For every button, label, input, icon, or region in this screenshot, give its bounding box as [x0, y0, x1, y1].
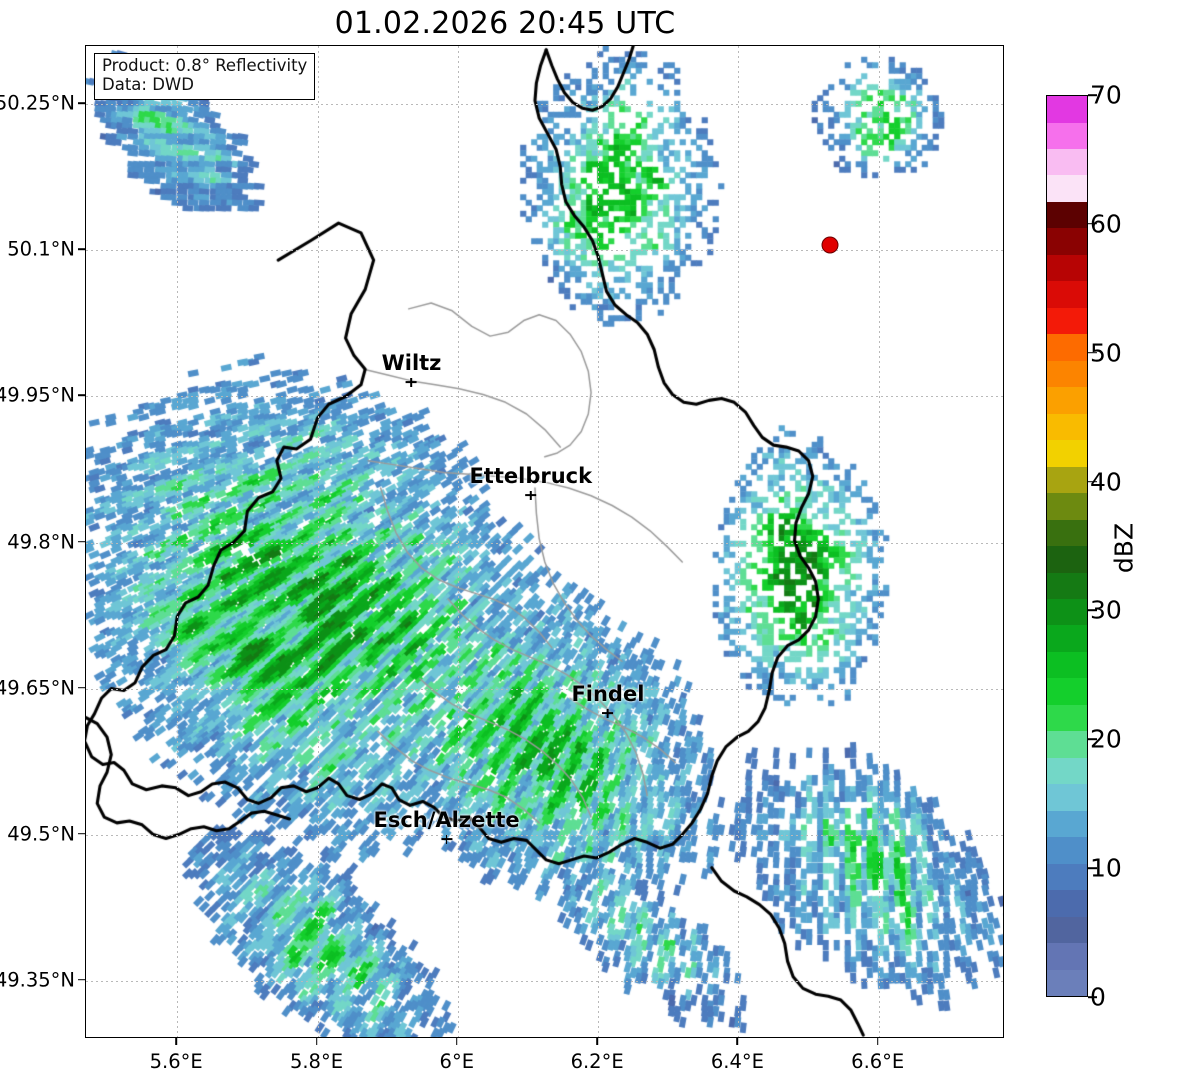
colorbar-band	[1047, 149, 1087, 176]
colorbar-band	[1047, 96, 1087, 123]
colorbar-band	[1047, 493, 1087, 520]
y-tick-mark	[78, 686, 85, 689]
colorbar-band	[1047, 175, 1087, 202]
colorbar-tick-mark	[1088, 223, 1097, 225]
colorbar-band	[1047, 784, 1087, 811]
y-tick-mark	[78, 394, 85, 397]
radar-map-canvas-area: Wiltz Ettelbruck Findel Esch/Alzette	[86, 46, 1003, 1037]
colorbar-band	[1047, 943, 1087, 970]
colorbar-band	[1047, 440, 1087, 467]
y-tick-mark	[78, 978, 85, 981]
colorbar-band	[1047, 651, 1087, 679]
colorbar-tick-mark	[1088, 94, 1097, 96]
y-tick-label: 49.95°N	[0, 383, 75, 407]
colorbar-tick-mark	[1088, 480, 1097, 483]
colorbar-band	[1047, 546, 1087, 573]
gridline-vertical	[457, 46, 459, 1037]
colorbar-tick-mark	[1088, 609, 1097, 612]
gridline-vertical	[317, 46, 319, 1037]
map-borders-layer	[86, 46, 1003, 1037]
y-tick-mark	[78, 832, 85, 835]
product-line: Product: 0.8° Reflectivity	[102, 56, 308, 75]
gridline-horizontal	[86, 250, 1003, 252]
data-source-line: Data: DWD	[102, 74, 194, 94]
y-tick-label: 49.5°N	[7, 822, 75, 846]
colorbar-tick-mark	[1088, 351, 1097, 354]
x-tick-mark	[315, 1038, 318, 1045]
colorbar-band	[1047, 678, 1087, 705]
gridline-horizontal	[86, 396, 1003, 398]
colorbar-band	[1047, 307, 1087, 335]
x-tick-label: 6.2°E	[570, 1050, 624, 1073]
gridline-horizontal	[86, 980, 1003, 982]
colorbar-band	[1047, 890, 1087, 917]
x-tick-label: 6°E	[439, 1050, 475, 1073]
y-tick-mark	[78, 540, 85, 543]
gridline-vertical	[598, 46, 600, 1037]
colorbar-band	[1047, 810, 1087, 838]
colorbar-band	[1047, 228, 1087, 255]
colorbar-tick-mark	[1088, 996, 1097, 998]
x-tick-label: 6.6°E	[851, 1050, 905, 1073]
colorbar-band	[1047, 837, 1087, 864]
gridline-horizontal	[86, 542, 1003, 544]
x-tick-mark	[736, 1038, 739, 1045]
page-title: 01.02.2026 20:45 UTC	[334, 6, 676, 41]
y-tick-mark	[78, 102, 85, 105]
gridline-horizontal	[86, 688, 1003, 690]
x-tick-label: 5.6°E	[149, 1050, 203, 1073]
colorbar: 0 10 20 30 40 50 60 70	[1046, 81, 1122, 1012]
product-info-box: Product: 0.8° Reflectivity Data: DWD	[94, 53, 316, 100]
colorbar-gradient	[1046, 95, 1088, 997]
colorbar-band	[1047, 731, 1087, 758]
y-tick-label: 50.25°N	[0, 91, 75, 115]
x-tick-label: 6.4°E	[710, 1050, 764, 1073]
radar-map-plot[interactable]: Wiltz Ettelbruck Findel Esch/Alzette Produc…	[85, 45, 1004, 1038]
y-tick-label: 49.8°N	[7, 530, 75, 553]
colorbar-band	[1047, 519, 1087, 547]
colorbar-band	[1047, 757, 1087, 785]
y-tick-label: 49.65°N	[0, 676, 75, 700]
x-tick-label: 5.8°E	[289, 1050, 344, 1073]
gridline-horizontal	[86, 834, 1003, 836]
colorbar-band	[1047, 598, 1087, 626]
y-tick-label: 50.1°N	[7, 237, 75, 261]
colorbar-band	[1047, 387, 1087, 414]
colorbar-band	[1047, 334, 1087, 361]
colorbar-band	[1047, 863, 1087, 891]
colorbar-band	[1047, 201, 1087, 229]
y-tick-mark	[78, 248, 85, 251]
x-tick-mark	[596, 1038, 598, 1045]
x-tick-mark	[175, 1038, 177, 1045]
gridline-vertical	[738, 46, 740, 1037]
x-tick-mark	[456, 1038, 458, 1045]
colorbar-label: dBZ	[1109, 522, 1139, 574]
gridline-vertical	[177, 46, 179, 1037]
gridline-horizontal	[86, 104, 1003, 106]
gridline-vertical	[878, 46, 880, 1037]
colorbar-band	[1047, 360, 1087, 388]
colorbar-band	[1047, 466, 1087, 494]
radar-station-marker[interactable]	[821, 236, 839, 254]
colorbar-band	[1047, 281, 1087, 308]
colorbar-band	[1047, 625, 1087, 652]
colorbar-band	[1047, 254, 1087, 282]
colorbar-band	[1047, 704, 1087, 732]
colorbar-tick-label: 0	[1090, 982, 1106, 1012]
y-tick-label: 49.35°N	[0, 968, 75, 992]
colorbar-band	[1047, 413, 1087, 441]
colorbar-band	[1047, 122, 1087, 149]
colorbar-tick-mark	[1088, 867, 1097, 869]
colorbar-band	[1047, 969, 1087, 996]
colorbar-band	[1047, 572, 1087, 599]
x-tick-mark	[876, 1038, 879, 1045]
colorbar-tick-mark	[1088, 738, 1097, 741]
colorbar-band	[1047, 916, 1087, 944]
